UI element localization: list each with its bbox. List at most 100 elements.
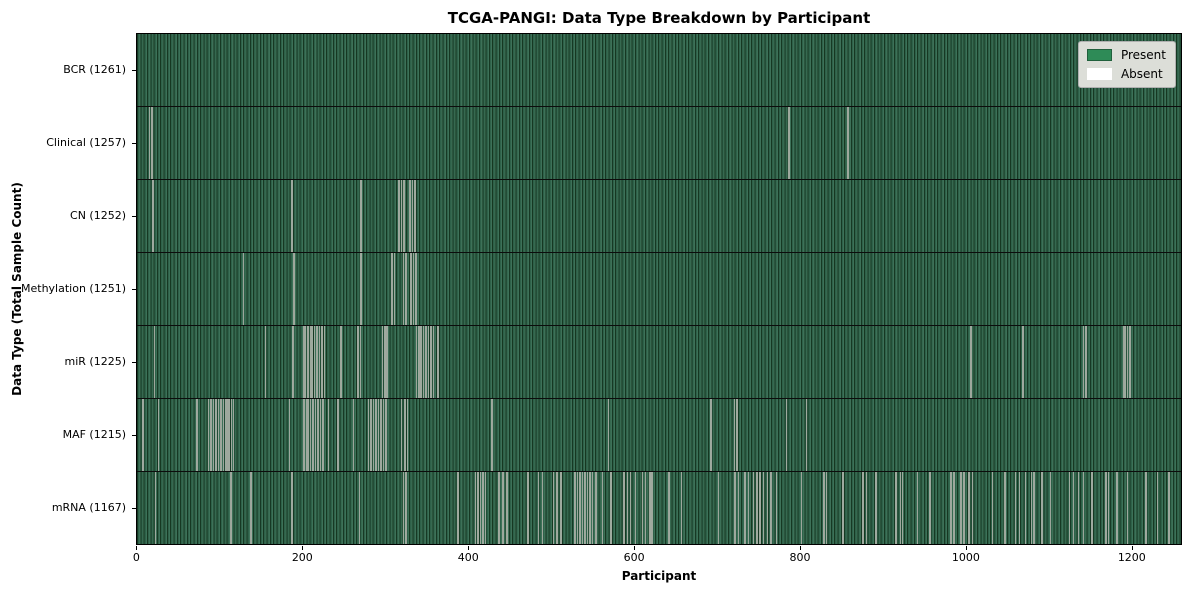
absent-stripe — [1041, 472, 1043, 544]
absent-stripe — [916, 472, 919, 544]
absent-stripe — [960, 472, 962, 544]
absent-stripe — [1145, 472, 1147, 544]
absent-stripe — [402, 253, 405, 325]
absent-stripe — [230, 399, 233, 471]
absent-stripe — [737, 472, 740, 544]
absent-stripe — [971, 472, 974, 544]
absent-stripe — [393, 253, 396, 325]
absent-stripe — [584, 472, 586, 544]
absent-stripe — [1126, 472, 1129, 544]
absent-stripe — [293, 253, 295, 325]
absent-stripe — [1049, 472, 1052, 544]
absent-stripe — [318, 326, 321, 398]
y-tick-mark — [132, 435, 136, 437]
absent-stripe — [381, 326, 384, 398]
absent-stripe — [634, 472, 637, 544]
absent-stripe — [1116, 472, 1118, 544]
absent-stripe — [1085, 326, 1087, 398]
absent-stripe — [142, 399, 144, 471]
absent-stripe — [477, 472, 479, 544]
absent-stripe — [895, 472, 897, 544]
absent-stripe — [756, 472, 758, 544]
absent-stripe — [291, 180, 293, 252]
absent-stripe — [427, 326, 430, 398]
absent-stripe — [762, 472, 765, 544]
absent-stripe — [314, 399, 317, 471]
x-tick-label: 1000 — [951, 551, 980, 564]
absent-stripe — [1033, 472, 1035, 544]
absent-stripe — [359, 326, 361, 398]
absent-stripe — [425, 326, 427, 398]
absent-stripe — [264, 326, 267, 398]
x-tick-mark — [136, 546, 138, 550]
absent-stripe — [541, 472, 544, 544]
absent-stripe — [1004, 472, 1006, 544]
absent-stripe — [309, 326, 312, 398]
heatmap-row-mrna — [137, 471, 1181, 544]
absent-stripe — [415, 253, 417, 325]
absent-stripe — [581, 472, 584, 544]
y-tick-label: mRNA (1167) — [51, 501, 126, 515]
absent-stripe — [405, 472, 407, 544]
absent-stripe — [226, 399, 229, 471]
absent-stripe — [629, 472, 632, 544]
absent-stripe — [574, 472, 576, 544]
absent-stripe — [305, 399, 308, 471]
absent-stripe — [304, 326, 307, 398]
absent-stripe — [1077, 472, 1080, 544]
absent-stripe — [313, 326, 316, 398]
absent-stripe — [323, 326, 326, 398]
absent-stripe — [215, 399, 217, 471]
absent-stripe — [307, 326, 309, 398]
absent-stripe — [668, 472, 670, 544]
absent-stripe — [744, 472, 746, 544]
absent-stripe — [950, 472, 952, 544]
absent-stripe — [498, 472, 500, 544]
absent-stripe — [1156, 472, 1159, 544]
absent-stripe — [491, 399, 493, 471]
absent-stripe — [319, 399, 322, 471]
heatmap-row-bcr — [137, 34, 1181, 106]
absent-stripe — [589, 472, 591, 544]
absent-stripe — [576, 472, 579, 544]
absent-stripe — [340, 326, 342, 398]
absent-stripe — [242, 253, 245, 325]
absent-stripe — [225, 399, 227, 471]
absent-stripe — [415, 326, 418, 398]
absent-stripe — [375, 399, 377, 471]
absent-stripe — [222, 399, 225, 471]
absent-stripe — [1082, 326, 1085, 398]
x-tick-mark — [800, 546, 801, 550]
y-tick-mark — [132, 215, 136, 217]
absent-stripe — [736, 399, 738, 471]
absent-stripe — [644, 472, 647, 544]
absent-stripe — [1024, 472, 1027, 544]
absent-stripe — [842, 472, 844, 544]
absent-stripe — [207, 399, 210, 471]
absent-stripe — [250, 472, 252, 544]
absent-stripe — [560, 472, 562, 544]
absent-stripe — [626, 472, 629, 544]
absent-stripe — [1168, 472, 1170, 544]
y-tick-label: BCR (1261) — [63, 62, 126, 76]
absent-stripe — [406, 399, 409, 471]
absent-stripe — [400, 399, 403, 471]
absent-stripe — [785, 399, 788, 471]
absent-stripe — [432, 326, 434, 398]
absent-stripe — [410, 253, 412, 325]
absent-stripe — [865, 472, 867, 544]
absent-stripe — [352, 399, 355, 471]
absent-stripe — [152, 180, 154, 252]
absent-stripe — [610, 472, 612, 544]
absent-stripe — [402, 472, 405, 544]
absent-stripe — [484, 472, 487, 544]
y-tick-mark — [132, 289, 136, 290]
absent-stripe — [457, 472, 459, 544]
absent-stripe — [968, 472, 970, 544]
absent-stripe — [717, 472, 720, 544]
x-tick-mark — [468, 546, 470, 550]
absent-stripe — [414, 180, 416, 252]
absent-stripe — [991, 472, 994, 544]
y-tick-label: Methylation (1251) — [21, 282, 126, 295]
